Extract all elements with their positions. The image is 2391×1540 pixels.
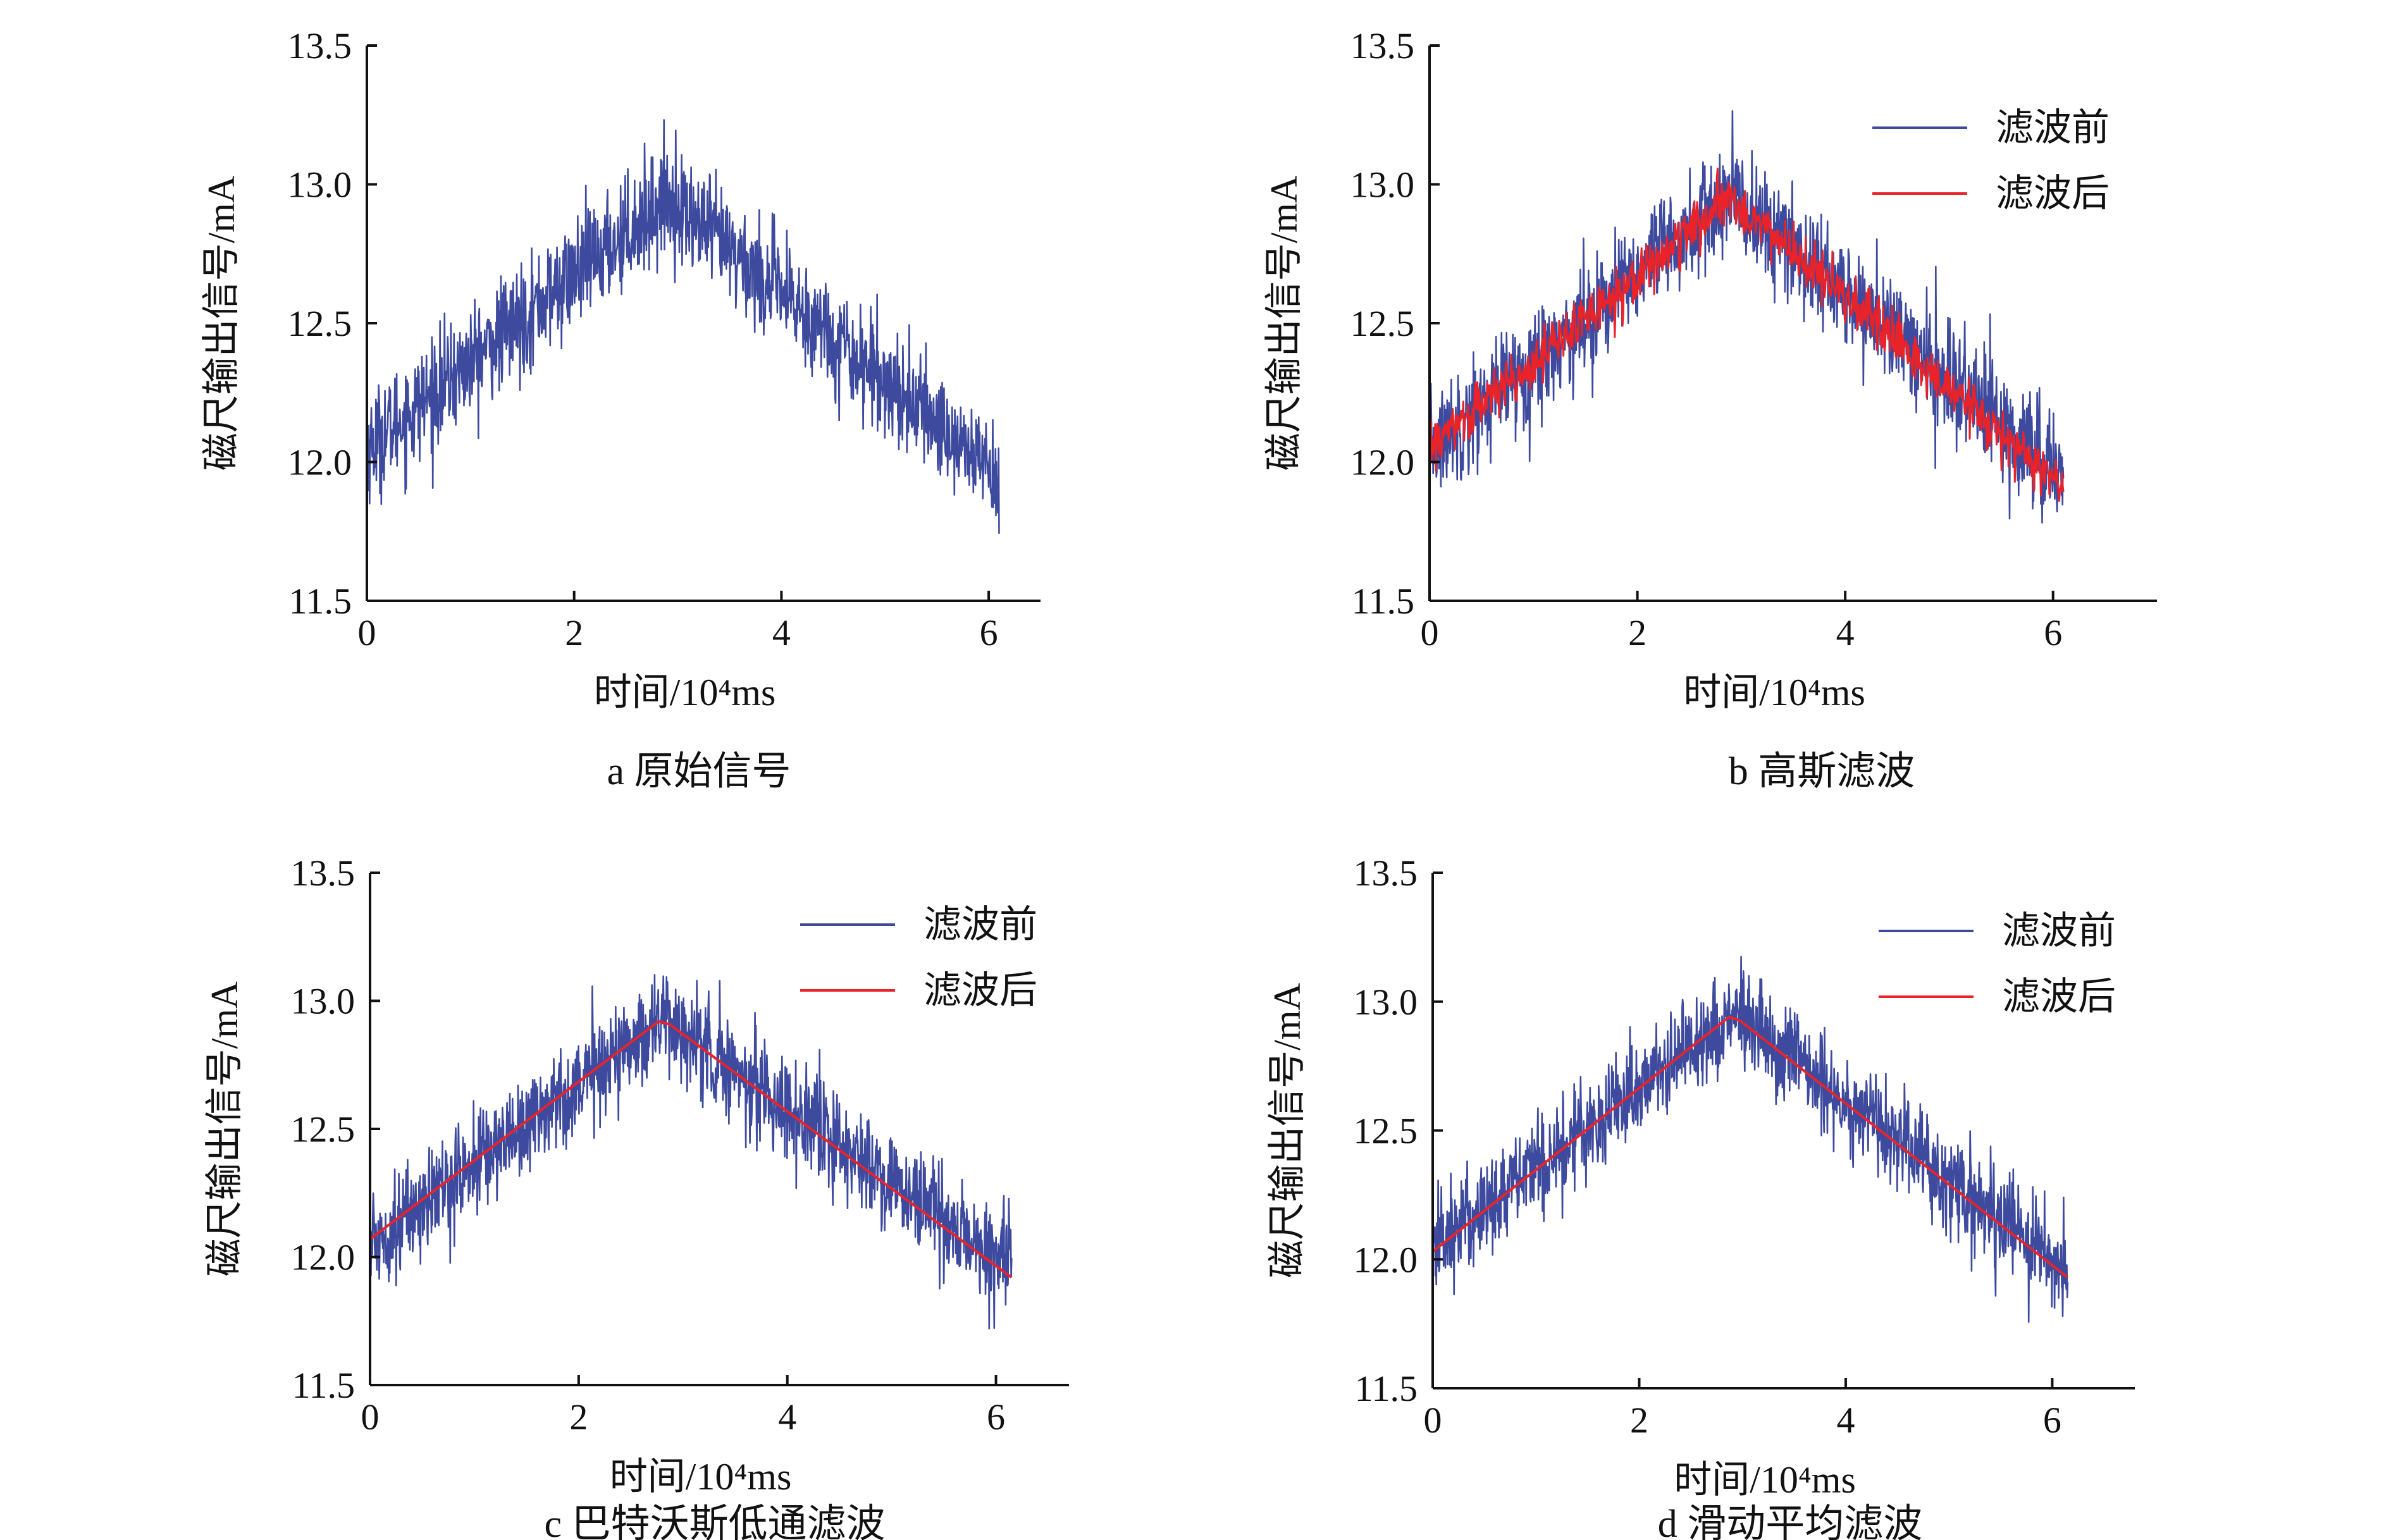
x-axis-title: 时间/10⁴ms xyxy=(594,672,776,713)
panel-caption: a 原始信号 xyxy=(607,750,791,793)
y-tick-label: 13.5 xyxy=(288,25,352,66)
x-tick-label: 6 xyxy=(980,612,998,653)
y-tick-label: 13.0 xyxy=(1350,164,1415,206)
panel-caption: d 滑动平均滤波 xyxy=(1658,1503,1923,1540)
x-tick-label: 0 xyxy=(1424,1400,1442,1441)
y-tick-label: 13.0 xyxy=(291,981,355,1022)
series-line-before xyxy=(1428,110,2065,524)
y-tick-label: 12.5 xyxy=(291,1109,355,1150)
y-tick-label: 11.5 xyxy=(1355,1368,1418,1409)
x-tick-label: 6 xyxy=(2043,1400,2061,1441)
panel-caption: c 巴特沃斯低通滤波 xyxy=(544,1503,885,1540)
x-tick-label: 2 xyxy=(569,1396,588,1438)
x-tick-label: 2 xyxy=(1630,1400,1648,1441)
x-tick-label: 2 xyxy=(565,612,583,653)
legend-label-before: 滤波前 xyxy=(1996,107,2110,149)
legend-label-after: 滤波后 xyxy=(2002,976,2116,1018)
y-tick-label: 13.5 xyxy=(291,853,355,894)
x-axis-title: 时间/10⁴ms xyxy=(1683,672,1865,713)
legend-label-before: 滤波前 xyxy=(924,904,1037,946)
y-tick-label: 13.0 xyxy=(1354,982,1418,1023)
y-tick-label: 12.0 xyxy=(1350,442,1415,483)
y-tick-label: 12.5 xyxy=(1350,303,1415,344)
series-line-before xyxy=(369,974,1013,1330)
y-tick-label: 12.5 xyxy=(288,303,352,344)
x-tick-label: 4 xyxy=(1836,612,1855,653)
series-line-after xyxy=(1428,168,2065,502)
x-tick-label: 6 xyxy=(2044,612,2062,653)
panel-caption: b 高斯滤波 xyxy=(1729,750,1915,793)
x-tick-label: 2 xyxy=(1628,612,1647,653)
y-axis-title: 磁尺输出信号/mA xyxy=(1266,983,1308,1278)
legend-label-after: 滤波后 xyxy=(1996,173,2110,214)
y-axis-title: 磁尺输出信号/mA xyxy=(204,982,245,1277)
y-axis-title: 磁尺输出信号/mA xyxy=(1263,176,1305,471)
chart-panel-c: 11.5 12.0 12.5 13.0 13.5 0 2 4 6 时间/10⁴ms 磁尺输出信号/m… xyxy=(204,853,1069,1540)
chart-panel-d: 11.5 12.0 12.5 13.0 13.5 0 2 4 6 时间/10⁴ms 磁尺输出信号/m… xyxy=(1266,853,2135,1540)
y-tick-label: 12.0 xyxy=(291,1237,355,1278)
chart-panel-b: 11.5 12.0 12.5 13.0 13.5 0 2 4 6 时间/10⁴ms 磁尺输出信号/m… xyxy=(1263,25,2157,793)
y-axis-title: 磁尺输出信号/mA xyxy=(201,176,242,471)
chart-panel-a: 11.5 12.0 12.5 13.0 13.5 0 2 4 6 时间/10⁴ms 磁尺输出信号/m… xyxy=(201,25,1041,793)
x-tick-label: 0 xyxy=(358,612,376,653)
y-tick-label: 13.5 xyxy=(1350,25,1415,66)
y-tick-label: 11.5 xyxy=(292,1365,355,1406)
legend-label-before: 滤波前 xyxy=(2002,910,2116,952)
series-line-before xyxy=(366,119,1000,534)
x-tick-label: 0 xyxy=(361,1396,380,1438)
y-tick-label: 12.5 xyxy=(1354,1111,1418,1152)
y-tick-label: 11.5 xyxy=(1352,581,1414,622)
x-tick-label: 6 xyxy=(987,1396,1005,1438)
x-tick-label: 4 xyxy=(778,1396,796,1438)
x-axis-title: 时间/10⁴ms xyxy=(1674,1459,1856,1501)
legend-label-after: 滤波后 xyxy=(924,970,1037,1011)
x-tick-label: 4 xyxy=(1836,1400,1855,1441)
y-tick-label: 13.5 xyxy=(1354,853,1418,894)
y-tick-label: 12.0 xyxy=(288,442,352,483)
y-tick-label: 13.0 xyxy=(288,164,352,206)
y-tick-label: 11.5 xyxy=(289,581,352,622)
series-line-after xyxy=(1431,1016,2069,1279)
x-tick-label: 4 xyxy=(772,612,791,653)
series-line-after xyxy=(369,1019,1013,1279)
series-line-before xyxy=(1431,956,2069,1323)
y-tick-label: 12.0 xyxy=(1354,1239,1418,1280)
x-axis-title: 时间/10⁴ms xyxy=(610,1456,792,1498)
x-tick-label: 0 xyxy=(1421,612,1439,653)
